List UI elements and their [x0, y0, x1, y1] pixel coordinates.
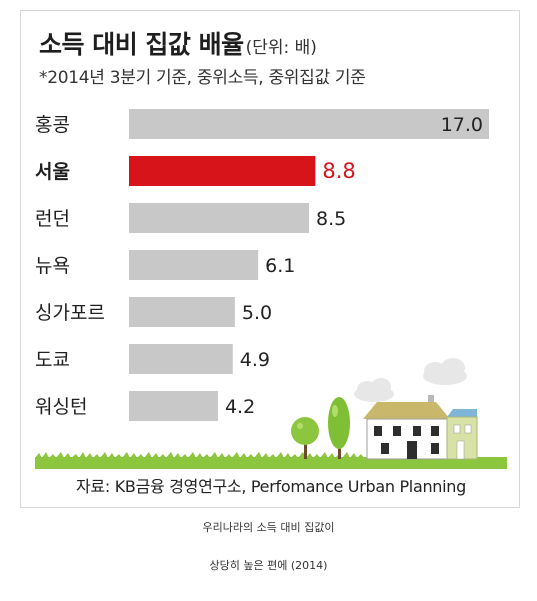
caption-line-2: 상당히 높은 편에 (2014) — [209, 559, 328, 572]
bar — [129, 203, 309, 233]
category-label: 서울 — [35, 161, 70, 183]
unit-note: (단위: 배) — [245, 38, 317, 58]
value-label: 4.2 — [225, 396, 255, 418]
category-label: 도쿄 — [35, 349, 70, 371]
house-icon — [363, 395, 450, 460]
value-label: 5.0 — [242, 302, 272, 324]
category-label: 홍콩 — [35, 114, 70, 136]
tall-tree-icon — [328, 397, 350, 459]
caption-line-1: 우리나라의 소득 대비 집값이 — [202, 521, 335, 534]
title-row: 소득 대비 집값 배율 (단위: 배) — [39, 25, 317, 61]
source-note: 자료: KB금융 경영연구소, Perfomance Urban Plannin… — [76, 477, 466, 496]
bar — [129, 250, 259, 280]
bar — [129, 156, 316, 186]
chart-subtitle: *2014년 3분기 기준, 중위소득, 중위집값 기준 — [39, 68, 366, 88]
value-label: 8.8 — [322, 159, 355, 183]
value-label: 4.9 — [240, 349, 270, 371]
category-label: 런던 — [35, 208, 70, 230]
chart-title: 소득 대비 집값 배율 — [39, 30, 244, 59]
value-label: 8.5 — [316, 208, 346, 230]
bar — [129, 391, 218, 421]
infographic-card: 소득 대비 집값 배율 (단위: 배) *2014년 3분기 기준, 중위소득, … — [20, 10, 520, 508]
grass-tufts — [35, 452, 507, 458]
bars-group: 홍콩 17.0 서울 8.8 런던 8.5 뉴욕 6.1 싱가포르 5.0 도쿄 4.9 워싱턴 4.2 — [35, 109, 489, 421]
cloud-icon — [423, 358, 467, 385]
value-label: 17.0 — [441, 114, 483, 136]
scenery-illustration — [35, 358, 507, 469]
cloud-icon — [354, 378, 394, 402]
bar — [129, 109, 489, 139]
category-label: 워싱턴 — [35, 396, 87, 418]
bar-chart: 홍콩 17.0 서울 8.8 런던 8.5 뉴욕 6.1 싱가포르 5.0 도쿄 4.9 워싱턴 4.2 — [35, 109, 507, 469]
bar — [129, 297, 235, 327]
round-tree-icon — [291, 417, 319, 459]
bar — [129, 344, 233, 374]
value-label: 6.1 — [265, 255, 295, 277]
grass-strip — [35, 457, 507, 469]
annex-building-icon — [446, 409, 478, 460]
category-label: 싱가포르 — [35, 302, 105, 324]
category-label: 뉴욕 — [35, 255, 70, 277]
